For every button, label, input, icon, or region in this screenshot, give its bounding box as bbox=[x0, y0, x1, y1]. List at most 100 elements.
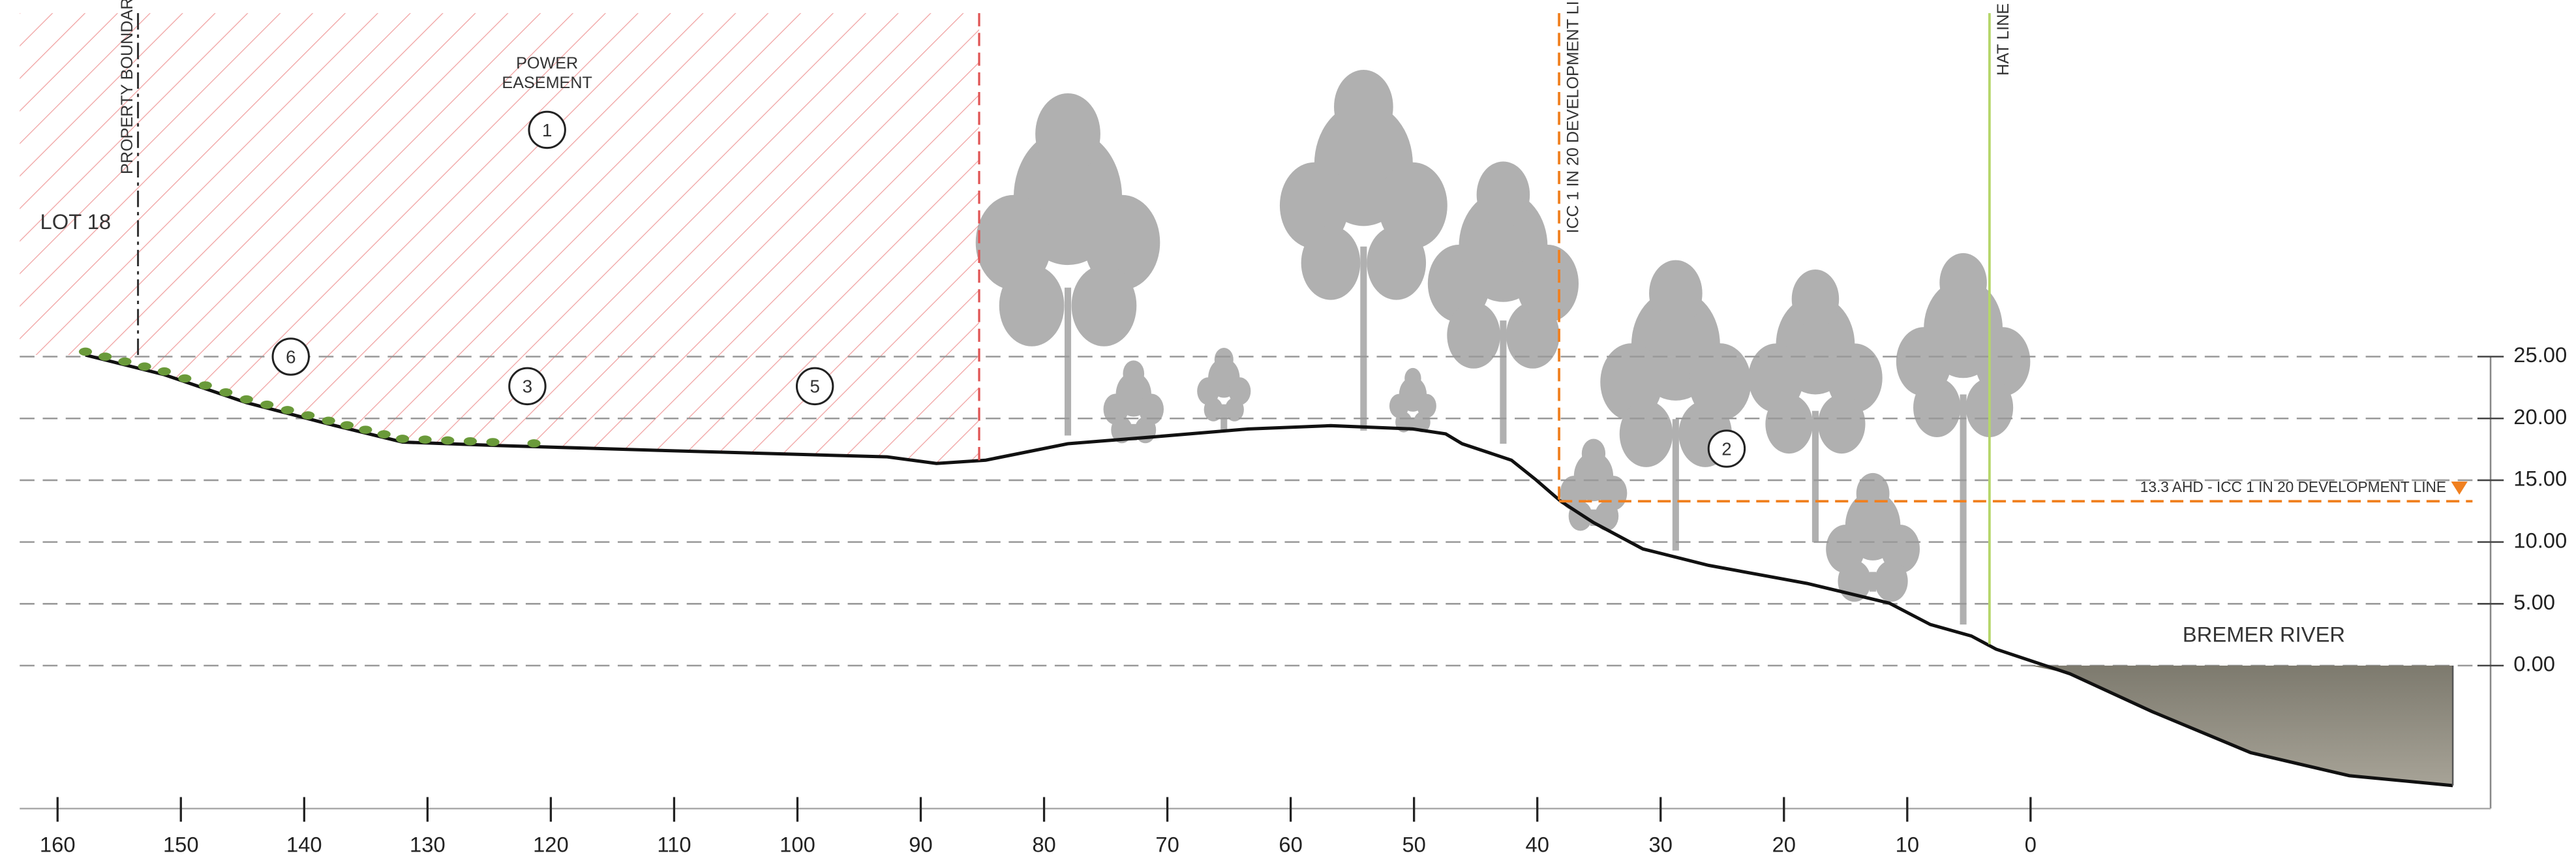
grass-tuft bbox=[359, 425, 372, 434]
tree-canopy bbox=[1367, 226, 1427, 300]
grass-tuft bbox=[418, 435, 432, 444]
grass-tuft bbox=[377, 430, 391, 439]
grass-tuft bbox=[98, 352, 112, 361]
property-boundary-label: PROPERTY BOUNDARY bbox=[118, 0, 136, 174]
tree-canopy bbox=[1874, 560, 1908, 602]
distance-label: 160 bbox=[40, 833, 76, 857]
distance-label: 70 bbox=[1155, 833, 1179, 857]
callout-number: 6 bbox=[286, 346, 295, 367]
elevation-label: 25.00 bbox=[2513, 343, 2567, 367]
level-marker bbox=[2451, 481, 2468, 495]
tree-trunk bbox=[1220, 404, 1228, 431]
tree-trunk bbox=[1590, 509, 1597, 526]
tree-canopy bbox=[1404, 367, 1421, 389]
grass-tuft bbox=[441, 436, 455, 445]
grass bbox=[78, 347, 541, 448]
tree-canopy bbox=[1765, 394, 1813, 454]
distance-label: 0 bbox=[2025, 833, 2037, 857]
hat-line-label: HAT LINE bbox=[1994, 3, 2012, 76]
tree-canopy bbox=[1071, 265, 1137, 346]
distance-label: 40 bbox=[1525, 833, 1549, 857]
tree-canopy bbox=[1224, 397, 1244, 422]
grass-tuft bbox=[463, 437, 477, 446]
elevation-label: 20.00 bbox=[2513, 405, 2567, 429]
tree-trunk bbox=[1672, 419, 1679, 551]
lot-label: LOT 18 bbox=[40, 209, 112, 234]
distance-label: 20 bbox=[1772, 833, 1796, 857]
tree-trunk bbox=[1130, 423, 1137, 440]
grass-tuft bbox=[198, 381, 212, 390]
callout-number: 2 bbox=[1721, 439, 1731, 459]
grass-tuft bbox=[322, 416, 335, 425]
tree-canopy bbox=[1111, 416, 1132, 444]
tree-canopy bbox=[1649, 260, 1703, 327]
easement-label: POWER bbox=[516, 54, 578, 72]
distance-label: 110 bbox=[657, 833, 691, 857]
distance-label: 120 bbox=[533, 833, 569, 857]
tree-canopy bbox=[1506, 301, 1560, 369]
grass-tuft bbox=[301, 411, 315, 420]
tree-canopy bbox=[1581, 439, 1606, 469]
tree-canopy bbox=[1817, 394, 1866, 454]
tree-canopy bbox=[1619, 400, 1673, 467]
distance-label: 130 bbox=[410, 833, 446, 857]
callout-circle bbox=[1707, 429, 1746, 468]
distance-label: 80 bbox=[1032, 833, 1055, 857]
elevation-label: 10.00 bbox=[2513, 528, 2567, 552]
development-level-label: 13.3 AHD - ICC 1 IN 20 DEVELOPMENT LINE bbox=[2140, 478, 2446, 495]
tree-canopy bbox=[1301, 226, 1361, 300]
distance-label: 30 bbox=[1649, 833, 1673, 857]
grass-tuft bbox=[527, 439, 541, 448]
tree-canopy bbox=[1414, 411, 1431, 433]
tree-canopy bbox=[1204, 397, 1223, 422]
callout-number: 3 bbox=[523, 377, 532, 397]
river-label: BREMER RIVER bbox=[2183, 622, 2345, 646]
grass-tuft bbox=[486, 438, 500, 446]
callout-circle bbox=[528, 110, 566, 149]
tree-canopy bbox=[999, 265, 1065, 346]
development-line-label: ICC 1 IN 20 DEVELOPMENT LINE bbox=[1564, 0, 1582, 234]
callout-circle bbox=[795, 367, 834, 406]
tree-canopy bbox=[1447, 301, 1500, 369]
tree-canopy bbox=[1476, 161, 1530, 228]
distance-label: 10 bbox=[1896, 833, 1919, 857]
callout-number: 5 bbox=[810, 377, 819, 397]
tree-canopy bbox=[1594, 501, 1619, 531]
tree-canopy bbox=[1214, 347, 1234, 372]
distance-label: 150 bbox=[163, 833, 199, 857]
elevation-label: 15.00 bbox=[2513, 467, 2567, 491]
grass-tuft bbox=[157, 367, 171, 376]
grass-tuft bbox=[219, 388, 233, 397]
elevation-label: 5.00 bbox=[2513, 590, 2555, 614]
grass-tuft bbox=[78, 347, 93, 356]
callout-number: 1 bbox=[542, 120, 552, 140]
grass-tuft bbox=[260, 400, 274, 409]
tree-canopy bbox=[1791, 269, 1840, 329]
tree-canopy bbox=[1913, 378, 1961, 437]
grass-tuft bbox=[239, 395, 253, 404]
tree-trunk bbox=[1811, 410, 1819, 543]
tree-canopy bbox=[1568, 501, 1592, 531]
distance-label: 90 bbox=[909, 833, 932, 857]
tree-trunk bbox=[1870, 572, 1877, 592]
tree-canopy bbox=[1035, 93, 1100, 175]
callout-circle bbox=[271, 337, 310, 376]
distance-label: 140 bbox=[286, 833, 322, 857]
tree-trunk bbox=[1500, 320, 1507, 444]
tree-canopy bbox=[1939, 253, 1987, 313]
grass-tuft bbox=[395, 435, 410, 443]
tree-trunk bbox=[1960, 394, 1967, 625]
grass-tuft bbox=[178, 374, 192, 383]
power-easement-hatch bbox=[20, 13, 980, 464]
grass-tuft bbox=[118, 357, 132, 366]
tree-trunk bbox=[1064, 287, 1072, 436]
distance-label: 50 bbox=[1402, 833, 1425, 857]
tree-trunk bbox=[1409, 417, 1416, 431]
grass-tuft bbox=[138, 362, 151, 371]
river-water bbox=[2030, 666, 2453, 786]
easement-label: EASEMENT bbox=[502, 74, 592, 92]
grass-tuft bbox=[340, 421, 354, 429]
tree-trunk bbox=[1360, 246, 1367, 431]
trees bbox=[975, 70, 2031, 625]
